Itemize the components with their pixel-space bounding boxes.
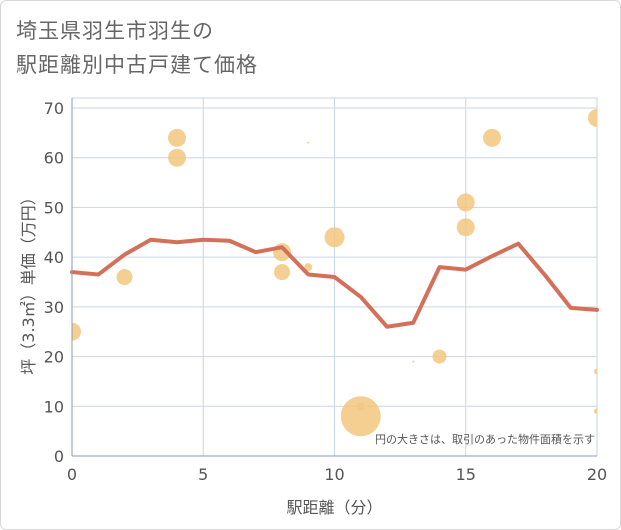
bubble-point [594,408,597,415]
y-tick-label: 40 [44,248,64,267]
title-line-1: 埼玉県羽生市羽生の [16,19,214,43]
y-tick-label: 0 [54,447,64,466]
y-tick-label: 60 [44,149,64,168]
x-tick-label: 20 [587,465,607,484]
title-line-2: 駅距離別中古戸建て価格 [16,53,258,77]
bubble-point [483,128,501,147]
bubble-point [168,128,186,147]
bubble-point [72,322,81,341]
trend-line [70,237,599,329]
x-tick-label: 0 [67,465,77,484]
bubble-point [594,368,597,375]
y-tick-label: 50 [44,198,64,217]
bubble-point [432,349,447,364]
y-axis-label: 坪（3.3㎡）単価（万円） [19,189,38,374]
bubble-point [456,218,475,237]
bubble-point [324,227,345,248]
y-tick-label: 30 [44,298,64,317]
bubble-point [116,269,133,286]
bubble-point [304,263,313,272]
axes: 0 5 10 15 20 0 10 20 30 40 50 60 70 [44,98,607,484]
bubble-point [588,108,597,127]
bubble-point [356,402,365,411]
bubble-point [412,360,415,363]
x-tick-label: 15 [456,465,476,484]
x-tick-label: 5 [198,465,208,484]
trend-layer [70,237,599,329]
y-tick-label: 70 [44,99,64,118]
chart-title: 埼玉県羽生市羽生の 駅距離別中古戸建て価格 [16,14,258,82]
bubble-point [274,264,290,281]
y-tick-label: 10 [44,397,64,416]
bubble-point [340,396,381,437]
bubble-point [456,193,475,212]
size-note: 円の大きさは、取引のあった物件面積を示す [375,432,595,446]
bubble-point [168,148,186,167]
x-axis-label: 駅距離（分） [286,498,382,517]
y-tick-label: 20 [44,348,64,367]
bubble-point [307,141,310,144]
x-tick-label: 10 [324,465,344,484]
